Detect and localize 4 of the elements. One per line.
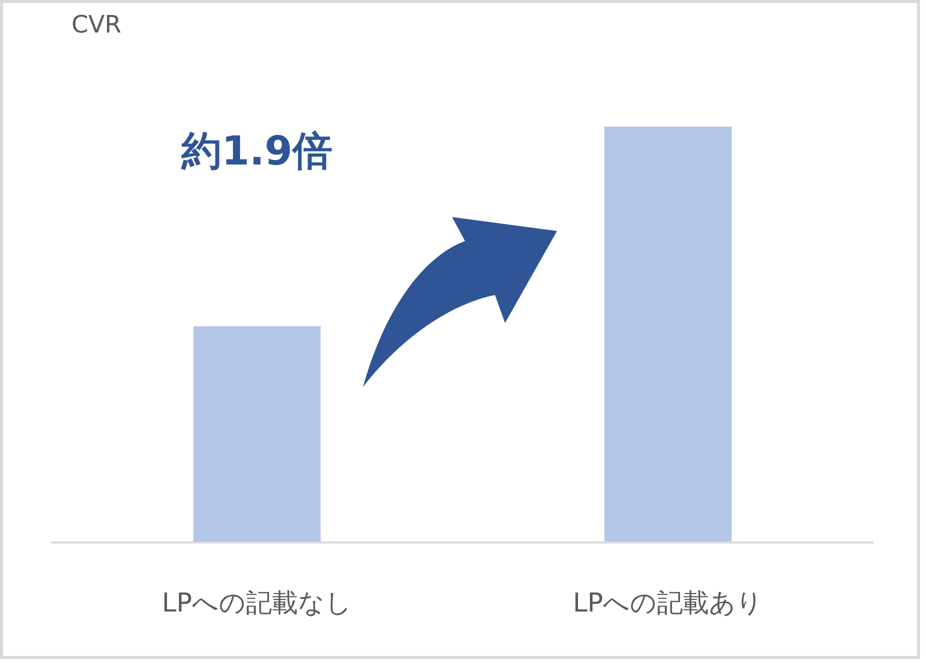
x-tick-label: LPへの記載なし — [162, 588, 352, 618]
annotation: 約1.9倍 — [180, 128, 332, 175]
x-tick-label: LPへの記載あり — [572, 588, 764, 618]
chart-title: CVR — [72, 10, 122, 38]
